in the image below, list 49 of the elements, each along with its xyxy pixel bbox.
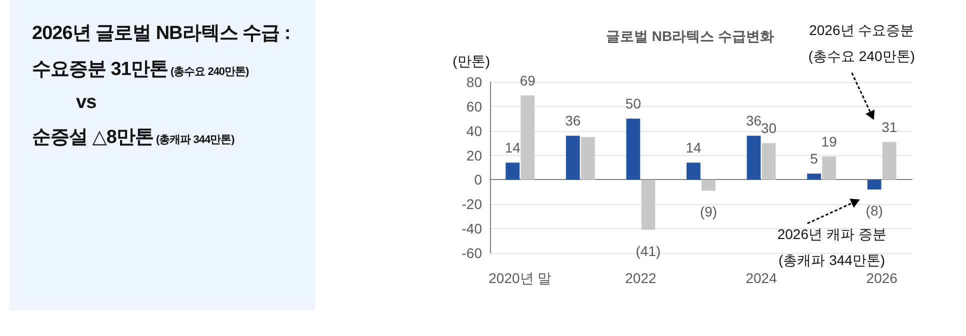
y-tick-label: 60 [466, 98, 482, 114]
bar [822, 156, 836, 180]
data-label: 30 [761, 120, 777, 136]
bar [702, 180, 716, 191]
text: vs [75, 92, 98, 114]
text: (총캐파 344만톤) [155, 134, 234, 146]
data-label: 19 [821, 134, 838, 150]
y-tick-label: 80 [466, 74, 482, 90]
bar [626, 118, 640, 180]
bar [807, 174, 822, 180]
text: 순증설 △8만톤 [32, 127, 154, 148]
bar [746, 136, 761, 180]
y-tick-label: 0 [474, 172, 482, 188]
data-label: (8) [866, 202, 883, 218]
x-tick-label: 2022 [625, 270, 656, 286]
text: 2026년 수요증분 (총수요 240만톤) [808, 20, 915, 66]
bar [882, 142, 896, 180]
bar [762, 143, 776, 180]
y-tick-label: -20 [462, 196, 482, 212]
data-label: 14 [686, 140, 702, 156]
data-label: (9) [700, 204, 718, 220]
data-label: 50 [625, 96, 642, 112]
x-tick-label: 2020년 말 [488, 270, 552, 286]
data-label: 5 [810, 150, 818, 167]
data-label: 69 [520, 72, 536, 88]
bar [686, 162, 700, 180]
bar [641, 180, 656, 230]
chart-title: 글로벌 NB라텍스 수급변화 [606, 28, 774, 44]
data-label: 36 [746, 112, 762, 129]
bar [506, 162, 520, 180]
text: (총수요 240만톤) [169, 66, 249, 78]
annotation: 2026년 캐파 증분 (총캐파 344만톤) [777, 226, 886, 268]
text: 2026년 글로벌 NB라텍스 수급 : [32, 22, 292, 46]
bar [520, 95, 535, 180]
text: 수요증분 31만톤 [32, 59, 168, 80]
y-tick-label: -40 [462, 220, 482, 237]
data-label: 36 [565, 112, 581, 129]
data-label: 31 [882, 118, 898, 135]
y-tick-label: -60 [462, 245, 482, 261]
x-tick-label: 2026 [866, 270, 898, 286]
bar [867, 180, 882, 190]
bar [580, 136, 595, 180]
bar [566, 136, 580, 180]
y-axis-title: (만톤) [452, 53, 490, 69]
data-label: 14 [504, 140, 521, 156]
y-tick-label: 20 [466, 147, 482, 164]
y-tick-label: 40 [466, 122, 482, 139]
data-label: (41) [636, 242, 661, 259]
x-tick-label: 2024 [746, 270, 778, 286]
